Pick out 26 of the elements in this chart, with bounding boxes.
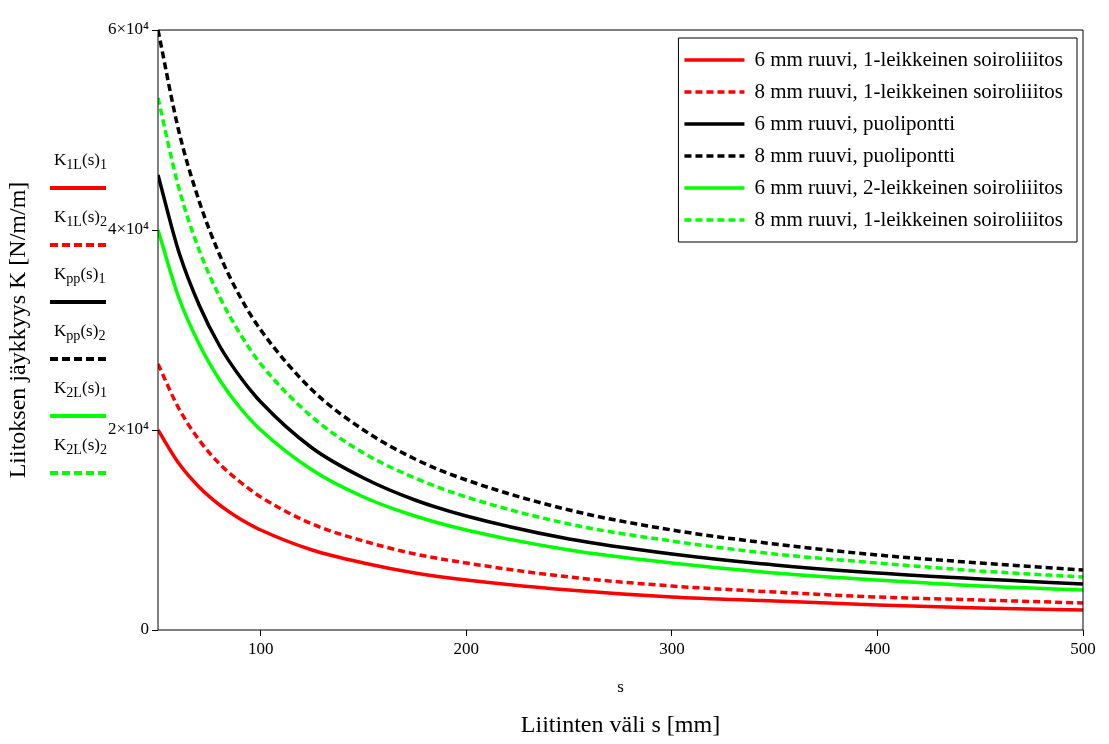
legend-label: 8 mm ruuvi, puolipontti [754, 142, 956, 167]
text: K$_{1L}$(s)$_{2}$ [54, 207, 108, 231]
line-series [158, 428, 1083, 612]
y-tick-label: 2×10⁴ [107, 419, 150, 439]
text: s [617, 677, 624, 697]
x-tick-label: 500 [1070, 638, 1096, 658]
legend-label: 6 mm ruuvi, 2-leikkeinen soiroliiitos [754, 174, 1064, 199]
text: K$_{pp}$(s)$_{2}$ [54, 321, 106, 345]
legend-label: 6 mm ruuvi, 1-leikkeinen soiroliiitos [754, 46, 1064, 71]
legend-label: 8 mm ruuvi, 1-leikkeinen soiroliiitos [754, 206, 1064, 231]
x-axis-title: Liitinten väli s [mm] [520, 710, 721, 737]
y-axis-title: Liitoksen jäykkyys K [N/m/m] [3, 181, 30, 479]
line-series [158, 362, 1083, 605]
x-tick-label: 400 [864, 638, 891, 658]
text: K$_{2L}$(s)$_{1}$ [54, 378, 108, 402]
text: K$_{pp}$(s)$_{1}$ [54, 264, 106, 288]
x-tick-label: 100 [248, 638, 274, 658]
text: K$_{2L}$(s)$_{2}$ [54, 435, 108, 459]
legend-label: 6 mm ruuvi, puolipontti [754, 110, 956, 135]
y-tick-label: 0 [140, 619, 149, 639]
x-tick-label: 300 [659, 638, 685, 658]
y-tick-label: 4×10⁴ [107, 219, 150, 239]
y-tick-label: 6×10⁴ [107, 19, 150, 39]
x-tick-label: 200 [453, 638, 480, 658]
legend-label: 8 mm ruuvi, 1-leikkeinen soiroliiitos [754, 78, 1064, 103]
text: K$_{1L}$(s)$_{1}$ [54, 150, 108, 174]
